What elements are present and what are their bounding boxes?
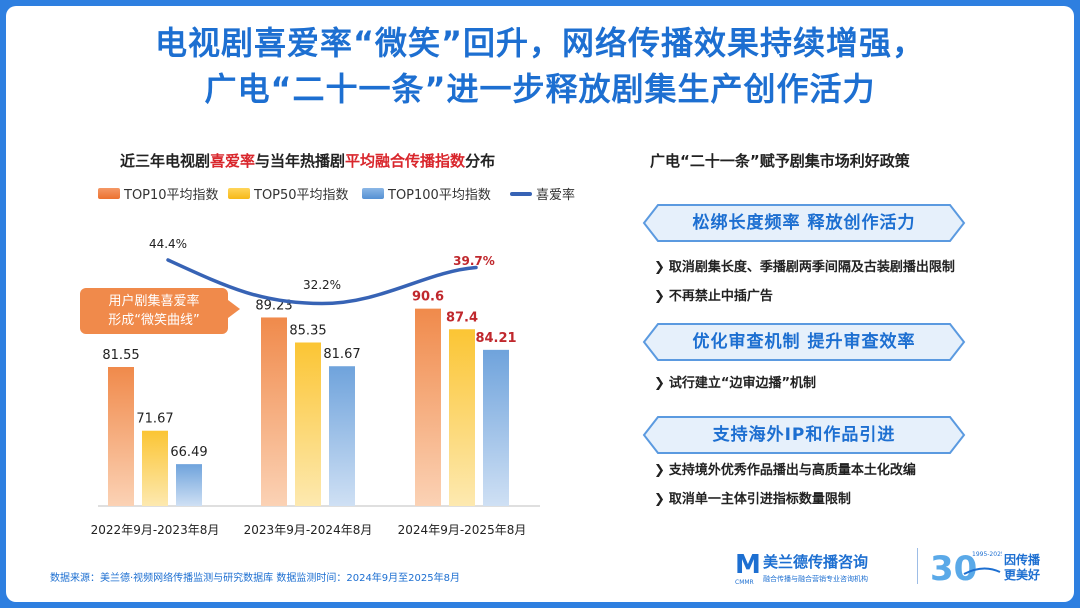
policy-item-1-2: ❯ 不再禁止中插广告 — [654, 285, 773, 304]
data-label-1-1: 81.55 — [102, 348, 139, 363]
policy-item-text: 取消剧集长度、季播剧两季间隔及古装剧播出限制 — [668, 260, 955, 275]
line-series-rate — [166, 258, 478, 306]
data-label-2-3: 87.4 — [446, 310, 478, 325]
policy-item-1-1: ❯ 取消剧集长度、季播剧两季间隔及古装剧播出限制 — [654, 256, 955, 275]
slogan: 因传播 更美好 — [1004, 553, 1040, 583]
callout-arrow — [228, 300, 240, 318]
banner-shape-2 — [642, 323, 966, 361]
policy-heading-1: 松绑长度频率 释放创作活力 — [692, 213, 916, 233]
chart-title-part-5: 分布 — [465, 152, 496, 170]
legend-swatch-top100 — [362, 188, 384, 199]
slogan-line-2: 更美好 — [1004, 568, 1041, 582]
policy-banner-2: 优化审查机制 提升审查效率 — [642, 322, 966, 362]
chart-title-part-1: 近三年电视剧 — [120, 152, 211, 170]
policy-item-text: 取消单一主体引进指标数量限制 — [668, 492, 851, 507]
data-label-2-1: 71.67 — [136, 412, 173, 427]
legend-item-top10: TOP10平均指数 — [98, 184, 219, 203]
line-label-2: 32.2% — [303, 278, 341, 292]
legend-item-rate: 喜爱率 — [510, 184, 575, 203]
legend-swatch-top10 — [98, 188, 120, 199]
bar-3-1 — [176, 464, 202, 506]
bar-1-1 — [108, 367, 134, 506]
headline-line-1: 电视剧喜爱率“微笑”回升，网络传播效果持续增强， — [154, 24, 926, 62]
legend-label-top50: TOP50平均指数 — [254, 188, 349, 203]
slogan-line-1: 因传播 — [1004, 553, 1041, 567]
chart-title: 近三年电视剧喜爱率与当年热播剧平均融合传播指数分布 — [120, 150, 495, 171]
logo-subtitle: 融合传播与融合营销专业咨询机构 — [763, 575, 868, 583]
chart-title-part-2: 喜爱率 — [210, 152, 256, 170]
policy-item-text: 试行建立“边审边播”机制 — [668, 376, 816, 391]
logo-name: 美兰德传播咨询 — [763, 553, 869, 571]
badge-years: 1995-2025 — [972, 551, 1002, 558]
policy-title: 广电“二十一条”赋予剧集市场利好政策 — [650, 152, 910, 170]
chevron-right-icon: ❯ — [654, 260, 665, 275]
legend-swatch-rate — [510, 191, 532, 196]
policy-banner-1: 松绑长度频率 释放创作活力 — [642, 203, 966, 243]
anniversary-badge: 30 1995-2025 — [928, 544, 1005, 592]
policy-banner-3: 支持海外IP和作品引进 — [642, 415, 966, 455]
headline-line-2: 广电“二十一条”进一步释放剧集生产创作活力 — [204, 70, 876, 108]
badge-number: 30 — [930, 549, 977, 588]
line-label-1: 44.4% — [149, 237, 187, 251]
data-label-3-3: 84.21 — [475, 331, 516, 346]
legend-item-top100: TOP100平均指数 — [362, 184, 491, 203]
data-label-2-2: 85.35 — [289, 323, 326, 338]
bar-1-3 — [415, 308, 441, 506]
policy-heading-3: 支持海外IP和作品引进 — [712, 425, 896, 445]
policy-item-3-1: ❯ 支持境外优秀作品播出与高质量本土化改编 — [654, 459, 916, 478]
callout-line-2: 形成“微笑曲线” — [108, 313, 200, 328]
callout-line-1: 用户剧集喜爱率 — [108, 294, 200, 309]
bar-3-2 — [329, 366, 355, 506]
smile-curve-callout: 用户剧集喜爱率 形成“微笑曲线” — [80, 288, 228, 334]
chevron-right-icon: ❯ — [654, 376, 665, 391]
chevron-right-icon: ❯ — [654, 492, 665, 507]
chevron-right-icon: ❯ — [654, 289, 665, 304]
bar-2-2 — [295, 342, 321, 506]
x-tick-label-1: 2022年9月-2023年8月 — [91, 523, 220, 537]
chart-title-part-4: 平均融合传播指数 — [345, 152, 466, 170]
bar-1-2 — [261, 317, 287, 506]
legend-item-top50: TOP50平均指数 — [228, 184, 349, 203]
banner-shape-3 — [642, 416, 966, 454]
policy-heading-2: 优化审查机制 提升审查效率 — [692, 332, 916, 352]
bar-3-3 — [483, 349, 509, 506]
data-source-note: 数据来源：美兰德·视频网络传播监测与研究数据库 数据监测时间：2024年9月至2… — [50, 573, 460, 584]
banner-shape-1 — [642, 204, 966, 242]
footer-divider — [917, 548, 918, 584]
x-tick-label-2: 2023年9月-2024年8月 — [244, 523, 373, 537]
cmmr-logo: M CMMR 美兰德传播咨询 融合传播与融合营销专业咨询机构 — [735, 548, 915, 588]
data-label-3-1: 66.49 — [170, 445, 207, 460]
policy-item-2-1: ❯ 试行建立“边审边播”机制 — [654, 372, 816, 391]
policy-item-text: 不再禁止中插广告 — [668, 289, 773, 304]
legend-label-top100: TOP100平均指数 — [388, 188, 491, 203]
x-tick-label-3: 2024年9月-2025年8月 — [398, 523, 527, 537]
bar-2-3 — [449, 329, 475, 506]
chevron-right-icon: ❯ — [654, 463, 665, 478]
policy-item-text: 支持境外优秀作品播出与高质量本土化改编 — [668, 463, 916, 478]
chart-title-part-3: 与当年热播剧 — [255, 152, 346, 170]
policy-item-3-2: ❯ 取消单一主体引进指标数量限制 — [654, 488, 851, 507]
legend-label-top10: TOP10平均指数 — [124, 188, 219, 203]
anniversary-badge-graphic: 30 1995-2025 — [930, 549, 1005, 589]
logo-code: CMMR — [735, 579, 754, 586]
line-label-3: 39.7% — [453, 254, 495, 268]
data-label-1-3: 90.6 — [412, 290, 444, 305]
legend-label-rate: 喜爱率 — [536, 188, 576, 203]
logo-mark: M — [735, 550, 761, 580]
legend-swatch-top50 — [228, 188, 250, 199]
data-label-3-2: 81.67 — [323, 347, 360, 362]
badge-swoosh — [963, 567, 1001, 575]
bar-2-1 — [142, 430, 168, 506]
